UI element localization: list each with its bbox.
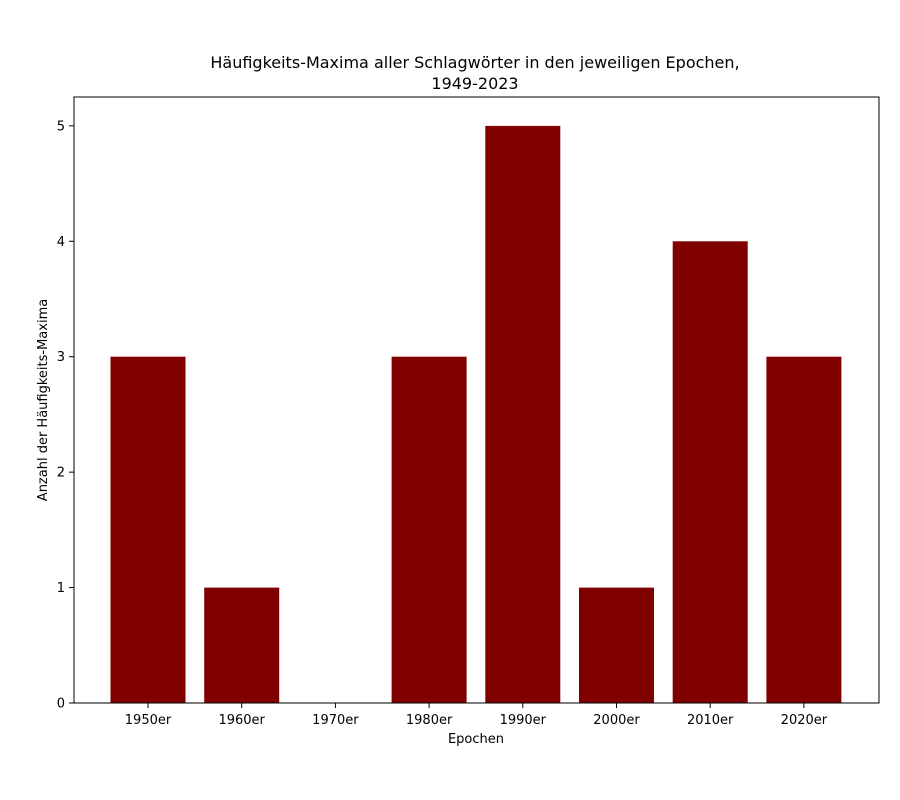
y-tick-label: 5 <box>57 119 65 134</box>
bar-1950er <box>110 356 186 703</box>
x-tick-label: 1960er <box>218 713 265 728</box>
y-tick-label: 0 <box>57 697 65 712</box>
x-axis-ticks: 1950er 1960er 1970er 1980er 1990er 2000er 2010… <box>125 703 828 728</box>
plot-area-frame <box>73 96 880 704</box>
x-tick-label: 2000er <box>593 713 640 728</box>
x-tick-label: 1950er <box>125 713 172 728</box>
y-tick-label: 4 <box>57 235 65 250</box>
x-tick-label: 2020er <box>781 713 828 728</box>
bar-2010er <box>672 241 748 704</box>
y-tick-label: 2 <box>57 466 65 481</box>
y-tick-label: 3 <box>57 350 65 365</box>
x-tick-label: 1980er <box>406 713 453 728</box>
bar-1980er <box>391 356 467 703</box>
bar-2020er <box>766 356 842 703</box>
bar-2000er <box>579 587 654 703</box>
bar-1960er <box>204 587 280 703</box>
bar-1990er <box>485 125 561 703</box>
chart-title-line-2: 1949-2023 <box>431 74 518 93</box>
x-tick-label: 1970er <box>312 713 359 728</box>
bar-series <box>110 125 842 704</box>
x-tick-label: 1990er <box>500 713 547 728</box>
chart-title-line-1: Häufigkeits-Maxima aller Schlagwörter in… <box>210 53 739 72</box>
x-axis-label: Epochen <box>448 732 504 747</box>
x-tick-label: 2010er <box>687 713 734 728</box>
y-tick-label: 1 <box>57 581 65 596</box>
y-axis-label: Anzahl der Häufigkeits-Maxima <box>36 299 51 501</box>
y-axis-ticks: 0 1 2 3 4 5 <box>57 119 74 712</box>
